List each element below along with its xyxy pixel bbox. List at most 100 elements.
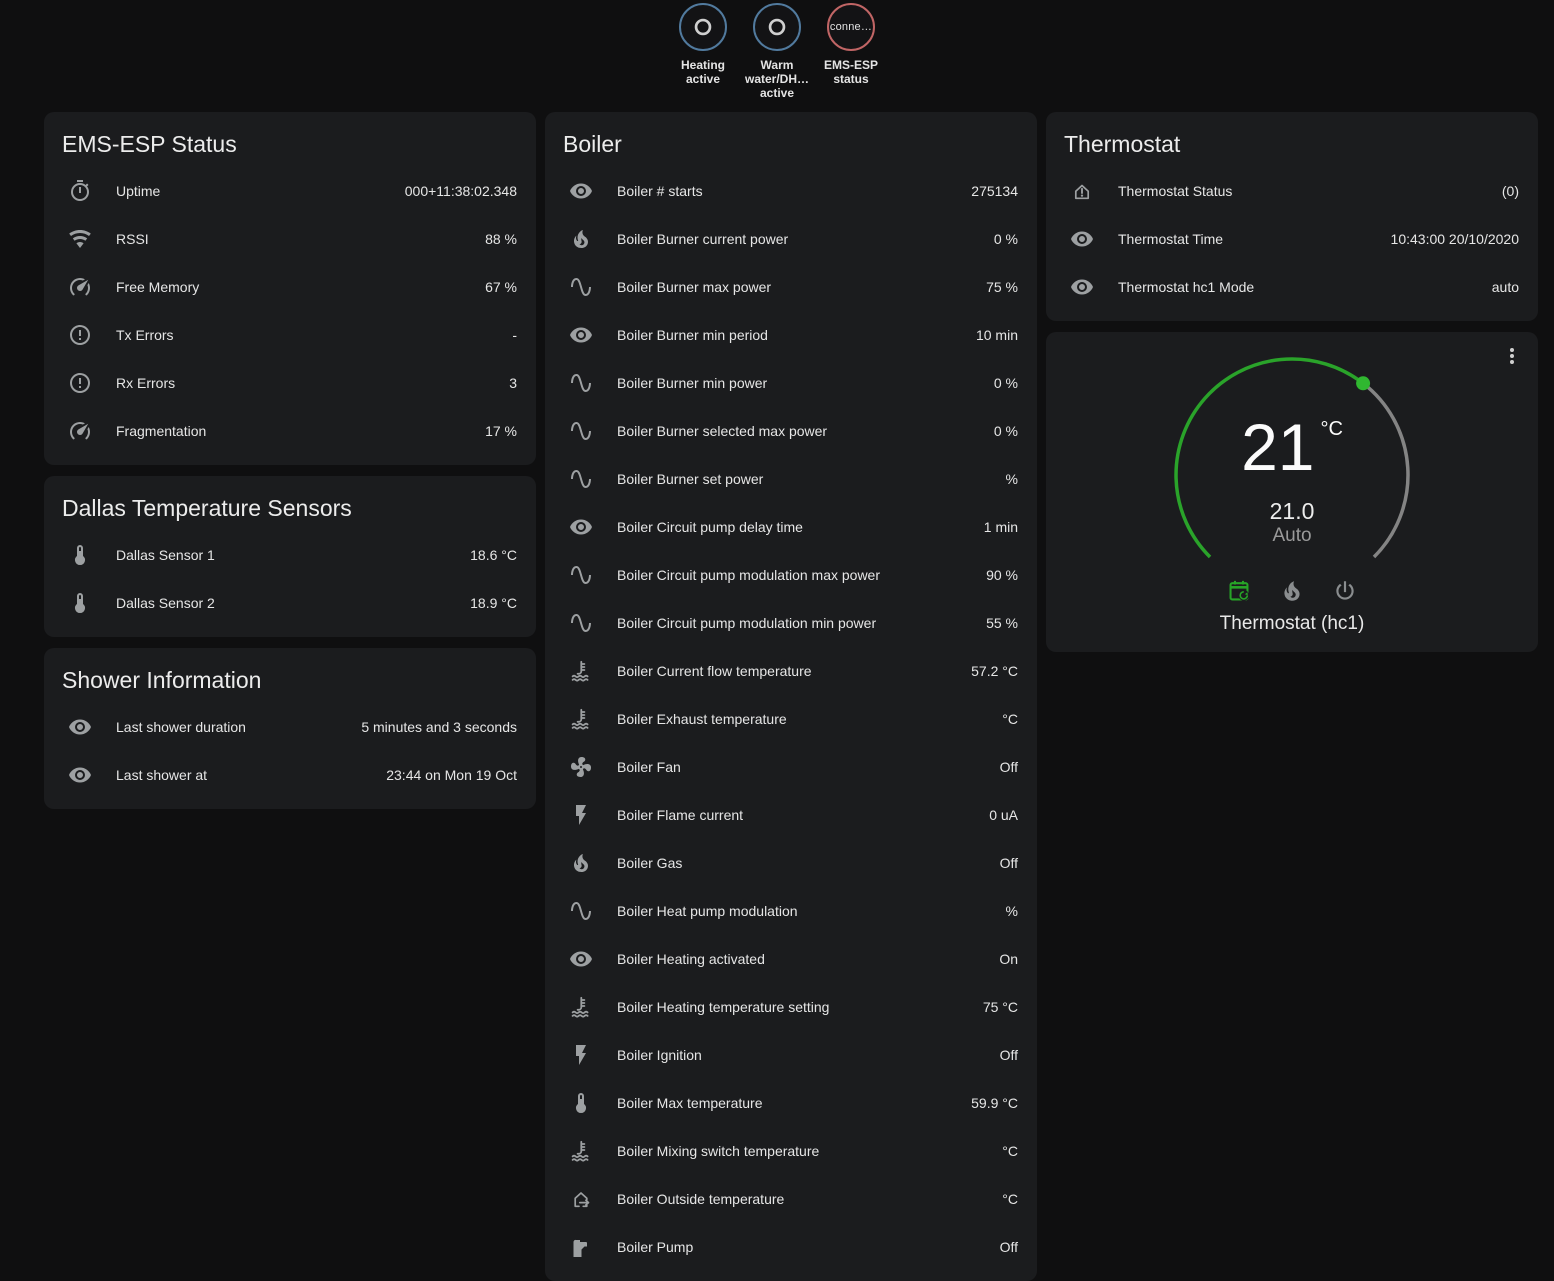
alert-circle-icon xyxy=(68,371,92,395)
sine-wave-icon xyxy=(569,419,593,443)
entity-value: 57.2 °C xyxy=(971,663,1018,679)
entity-value: 3 xyxy=(509,375,517,391)
home-alert-icon xyxy=(1070,179,1094,203)
entity-value: (0) xyxy=(1501,183,1519,199)
entity-row-dallas-sensor-2[interactable]: Dallas Sensor 2 18.9 °C xyxy=(44,579,536,627)
entity-value: 67 % xyxy=(485,279,517,295)
entity-row-boiler-burner-min-power[interactable]: Boiler Burner min power 0 % xyxy=(545,359,1037,407)
entity-rows: Dallas Sensor 1 18.6 °C Dallas Sensor 2 18.… xyxy=(44,531,536,637)
entity-row-thermostat-time[interactable]: Thermostat Time 10:43:00 20/10/2020 xyxy=(1046,215,1538,263)
dashboard-columns: EMS-ESP Status Uptime 000+11:38:02.348 RSS… xyxy=(0,112,1554,1281)
thermometer-icon xyxy=(68,543,92,567)
entity-rows: Boiler # starts 275134 Boiler Burner curre… xyxy=(545,167,1037,1281)
entity-row-dallas-sensor-1[interactable]: Dallas Sensor 1 18.6 °C xyxy=(44,531,536,579)
thermometer-icon xyxy=(569,1091,593,1115)
eye-icon xyxy=(68,763,92,787)
entity-row-rx-errors[interactable]: Rx Errors 3 xyxy=(44,359,536,407)
home-export-icon xyxy=(569,1187,593,1211)
dial-handle[interactable] xyxy=(1356,376,1371,391)
entity-label: Boiler Ignition xyxy=(617,1047,702,1063)
entity-label: Fragmentation xyxy=(116,423,207,439)
entity-row-last-shower-at[interactable]: Last shower at 23:44 on Mon 19 Oct xyxy=(44,751,536,799)
card-title: EMS-ESP Status xyxy=(62,131,237,157)
entity-label: Boiler Mixing switch temperature xyxy=(617,1143,820,1159)
entity-row-boiler-heating-temperature-setting[interactable]: Boiler Heating temperature setting 75 °C xyxy=(545,983,1037,1031)
entity-row-boiler-burner-set-power[interactable]: Boiler Burner set power% xyxy=(545,455,1037,503)
entity-value: 5 minutes and 3 seconds xyxy=(361,719,517,735)
entity-row-boiler-circuit-pump-modulation-min-power[interactable]: Boiler Circuit pump modulation min power… xyxy=(545,599,1037,647)
calendar-sync-icon xyxy=(1226,578,1252,604)
hvac-action-label: Auto xyxy=(1272,525,1312,546)
entity-row-boiler-current-flow-temperature[interactable]: Boiler Current flow temperature 57.2 °C xyxy=(545,647,1037,695)
ring-icon xyxy=(764,14,790,40)
card-title: Boiler xyxy=(563,131,622,157)
entity-value: 75 % xyxy=(986,279,1018,295)
entity-row-boiler-gas[interactable]: Boiler Gas Off xyxy=(545,839,1037,887)
entity-value: 75 °C xyxy=(982,999,1018,1015)
entity-value: 59.9 °C xyxy=(971,1095,1018,1111)
badge-warm-water-active[interactable]: Warm water/DH… active xyxy=(745,3,809,100)
mode-button-auto[interactable] xyxy=(1226,578,1252,604)
entity-label: Boiler Burner current power xyxy=(617,231,789,247)
entity-label: Thermostat Time xyxy=(1118,231,1224,247)
entity-row-thermostat-status[interactable]: Thermostat Status (0) xyxy=(1046,167,1538,215)
entity-row-boiler-ignition[interactable]: Boiler Ignition Off xyxy=(545,1031,1037,1079)
entity-row-boiler-burner-selected-max-power[interactable]: Boiler Burner selected max power 0 % xyxy=(545,407,1037,455)
badge-label: Warm water/DH… active xyxy=(745,58,810,101)
entity-value: Off xyxy=(999,759,1018,775)
entity-row-boiler-exhaust-temperature[interactable]: Boiler Exhaust temperature °C xyxy=(545,695,1037,743)
badge-circle: conne… xyxy=(827,3,875,51)
entity-row-boiler-pump[interactable]: Boiler Pump Off xyxy=(545,1223,1037,1271)
more-options-button[interactable] xyxy=(1500,344,1524,368)
column-middle: Boiler Boiler # starts 275134 Boiler Burne… xyxy=(545,112,1037,1281)
entity-row-boiler-mixing-switch-temperature[interactable]: Boiler Mixing switch temperature °C xyxy=(545,1127,1037,1175)
pump-icon xyxy=(569,1235,593,1259)
entity-label: Last shower at xyxy=(116,767,208,783)
entity-label: Dallas Sensor 2 xyxy=(116,595,215,611)
entity-value: 17 % xyxy=(485,423,517,439)
entity-row-boiler-flame-current[interactable]: Boiler Flame current 0 uA xyxy=(545,791,1037,839)
entity-row-boiler-circuit-pump-modulation-max-power[interactable]: Boiler Circuit pump modulation max power… xyxy=(545,551,1037,599)
entity-row-boiler-starts[interactable]: Boiler # starts 275134 xyxy=(545,167,1037,215)
fan-icon xyxy=(569,755,593,779)
entity-row-tx-errors[interactable]: Tx Errors - xyxy=(44,311,536,359)
eye-icon xyxy=(569,947,593,971)
entity-row-boiler-burner-max-power[interactable]: Boiler Burner max power 75 % xyxy=(545,263,1037,311)
entity-row-boiler-fan[interactable]: Boiler Fan Off xyxy=(545,743,1037,791)
entity-row-boiler-circuit-pump-delay-time[interactable]: Boiler Circuit pump delay time 1 min xyxy=(545,503,1037,551)
entity-row-boiler-burner-min-period[interactable]: Boiler Burner min period 10 min xyxy=(545,311,1037,359)
badge-heating-active[interactable]: Heating active xyxy=(671,3,735,86)
entity-label: Boiler Burner selected max power xyxy=(617,423,828,439)
entity-value: °C xyxy=(1002,1143,1018,1159)
entity-row-thermostat-hc1-mode[interactable]: Thermostat hc1 Mode auto xyxy=(1046,263,1538,311)
entity-row-boiler-burner-current-power[interactable]: Boiler Burner current power 0 % xyxy=(545,215,1037,263)
entity-row-free-memory[interactable]: Free Memory 67 % xyxy=(44,263,536,311)
entity-label: Boiler Circuit pump modulation min power xyxy=(617,615,877,631)
wifi-icon xyxy=(68,227,92,251)
column-left: EMS-ESP Status Uptime 000+11:38:02.348 RSS… xyxy=(44,112,536,809)
entity-row-fragmentation[interactable]: Fragmentation 17 % xyxy=(44,407,536,455)
entity-label: Boiler Heating temperature setting xyxy=(617,999,830,1015)
thermostat-dial[interactable] xyxy=(1162,345,1422,605)
mode-button-off[interactable] xyxy=(1332,578,1358,604)
mode-button-heat[interactable] xyxy=(1279,578,1305,604)
entity-label: Boiler Burner min power xyxy=(617,375,768,391)
entity-row-boiler-heat-pump-modulation[interactable]: Boiler Heat pump modulation% xyxy=(545,887,1037,935)
badge-ems-esp-status[interactable]: conne… EMS-ESP status xyxy=(819,3,883,86)
entity-value: 10:43:00 20/10/2020 xyxy=(1390,231,1519,247)
entity-label: Boiler Flame current xyxy=(617,807,744,823)
badge-label: Heating active xyxy=(680,58,725,87)
card-title: Thermostat xyxy=(1064,131,1181,157)
entity-row-boiler-heating-activated[interactable]: Boiler Heating activated On xyxy=(545,935,1037,983)
coolant-icon xyxy=(569,659,593,683)
timer-icon xyxy=(68,179,92,203)
entity-row-rssi[interactable]: RSSI 88 % xyxy=(44,215,536,263)
entity-rows: Last shower duration 5 minutes and 3 seco… xyxy=(44,703,536,809)
entity-row-boiler-max-temperature[interactable]: Boiler Max temperature 59.9 °C xyxy=(545,1079,1037,1127)
eye-icon xyxy=(569,323,593,347)
entity-row-last-shower-duration[interactable]: Last shower duration 5 minutes and 3 seco… xyxy=(44,703,536,751)
entity-row-boiler-outside-temperature[interactable]: Boiler Outside temperature °C xyxy=(545,1175,1037,1223)
entity-label: Thermostat Status xyxy=(1118,183,1233,199)
entity-row-uptime[interactable]: Uptime 000+11:38:02.348 xyxy=(44,167,536,215)
fire-icon xyxy=(1279,578,1305,604)
